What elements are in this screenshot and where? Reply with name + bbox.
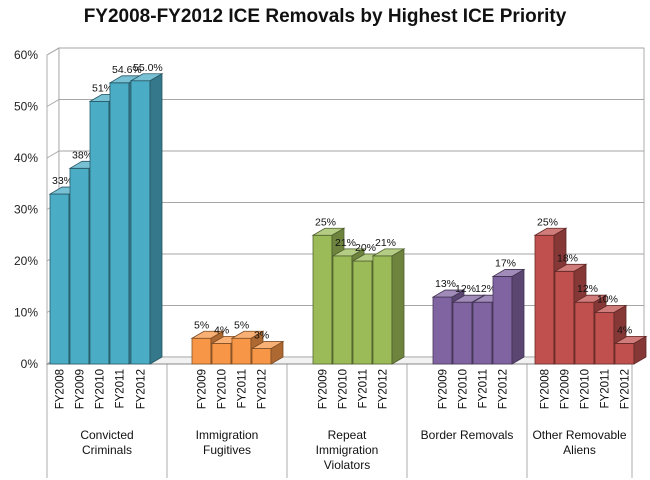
x-tick-label: FY2012 xyxy=(136,369,148,409)
x-tick-label: FY2010 xyxy=(580,369,592,409)
y-tick-label: 20% xyxy=(14,254,38,268)
data-label: 5% xyxy=(194,319,209,331)
bar xyxy=(613,335,648,365)
data-label: 18% xyxy=(557,252,578,264)
category-label: Border Removals xyxy=(421,428,514,442)
x-tick-label: FY2011 xyxy=(478,369,490,408)
data-label: 4% xyxy=(214,324,229,336)
category-label: Immigration Fugitives xyxy=(196,428,259,457)
x-tick-label: FY2011 xyxy=(237,369,249,408)
x-tick-label: FY2010 xyxy=(95,369,107,409)
data-label: 12% xyxy=(455,283,476,295)
gridline xyxy=(46,150,644,159)
data-label: 21% xyxy=(335,237,356,249)
gridline xyxy=(46,47,644,56)
x-tick-label: FY2009 xyxy=(438,369,450,409)
data-label: 25% xyxy=(537,216,558,228)
bar xyxy=(593,304,628,365)
chart-title: FY2008-FY2012 ICE Removals by Highest IC… xyxy=(83,6,567,27)
x-tick-label: FY2009 xyxy=(560,369,572,409)
category-label: Repeat Immigration Violators xyxy=(316,428,379,472)
bar xyxy=(371,248,406,365)
data-label: 4% xyxy=(617,324,632,336)
y-tick-label: 50% xyxy=(14,100,38,114)
category-label: Convicted Criminals xyxy=(80,428,133,457)
y-tick-label: 30% xyxy=(14,203,38,217)
bar xyxy=(129,73,164,365)
data-label: 55.0% xyxy=(133,62,163,74)
x-tick-label: FY2010 xyxy=(217,369,229,409)
data-label: 10% xyxy=(597,294,618,306)
x-tick-label: FY2012 xyxy=(257,369,269,409)
data-label: 5% xyxy=(234,319,249,331)
y-tick-label: 40% xyxy=(14,151,38,165)
y-tick-label: 0% xyxy=(21,357,39,371)
y-tick-label: 10% xyxy=(14,306,38,320)
data-label: 3% xyxy=(254,330,269,342)
data-label: 25% xyxy=(315,216,336,228)
x-tick-label: FY2012 xyxy=(498,369,510,409)
x-tick-label: FY2011 xyxy=(600,369,612,408)
x-tick-label: FY2011 xyxy=(115,369,127,408)
data-label: 54.6% xyxy=(112,64,142,76)
x-tick-label: FY2012 xyxy=(378,369,390,409)
x-tick-label: FY2010 xyxy=(338,369,350,409)
x-tick-label: FY2009 xyxy=(75,369,87,409)
gridline xyxy=(46,99,644,107)
data-label: 21% xyxy=(375,237,396,249)
data-label: 51% xyxy=(92,82,113,94)
data-label: 13% xyxy=(435,278,456,290)
x-tick-label: FY2011 xyxy=(358,369,370,408)
x-tick-label: FY2012 xyxy=(620,369,632,409)
x-tick-label: FY2008 xyxy=(55,369,67,409)
x-tick-label: FY2009 xyxy=(318,369,330,409)
bar xyxy=(491,268,526,365)
x-tick-label: FY2010 xyxy=(458,369,470,409)
category-label: Other Removable Aliens xyxy=(532,428,626,457)
data-label: 38% xyxy=(72,149,93,161)
data-label: 12% xyxy=(577,283,598,295)
x-tick-label: FY2008 xyxy=(540,369,552,409)
data-label: 33% xyxy=(52,175,73,187)
y-tick-label: 60% xyxy=(14,48,38,62)
bar xyxy=(250,340,285,365)
data-label: 12% xyxy=(475,283,496,295)
data-label: 17% xyxy=(495,257,516,269)
data-label: 20% xyxy=(355,242,376,254)
x-tick-label: FY2009 xyxy=(197,369,209,409)
